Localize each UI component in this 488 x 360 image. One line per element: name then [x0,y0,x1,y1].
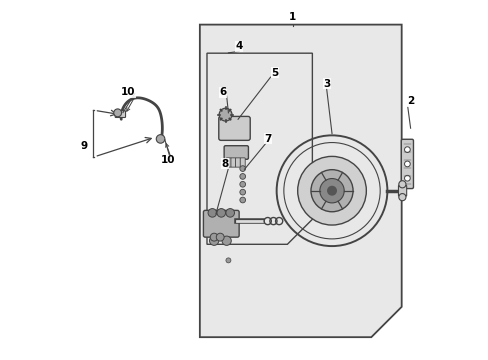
FancyBboxPatch shape [226,158,231,167]
FancyBboxPatch shape [235,158,240,167]
Circle shape [217,208,225,217]
Circle shape [240,174,245,179]
Circle shape [156,135,164,143]
Circle shape [225,258,230,263]
FancyBboxPatch shape [203,210,239,237]
Text: 6: 6 [219,87,226,98]
Circle shape [225,208,234,217]
FancyBboxPatch shape [240,158,244,167]
Circle shape [404,175,409,181]
FancyBboxPatch shape [230,158,235,167]
Circle shape [404,161,409,167]
Circle shape [216,233,224,241]
Text: 10: 10 [121,87,135,98]
Text: 10: 10 [160,156,175,165]
Circle shape [240,197,245,203]
Circle shape [240,189,245,195]
FancyBboxPatch shape [224,146,248,159]
Text: 8: 8 [221,159,228,169]
Circle shape [114,109,122,117]
FancyBboxPatch shape [401,139,413,189]
Text: 1: 1 [288,13,296,22]
Text: 2: 2 [406,96,413,107]
Circle shape [240,166,245,171]
Circle shape [297,156,366,225]
FancyBboxPatch shape [398,185,406,196]
Text: 4: 4 [235,41,243,51]
Polygon shape [200,24,401,337]
Text: 3: 3 [323,78,329,89]
Circle shape [398,181,405,188]
Circle shape [319,179,344,203]
FancyBboxPatch shape [115,111,125,117]
Circle shape [240,181,245,187]
FancyBboxPatch shape [218,116,250,140]
Circle shape [326,186,336,196]
Text: 7: 7 [264,134,271,144]
Text: 9: 9 [80,141,87,151]
Circle shape [207,208,216,217]
Circle shape [219,108,231,121]
Circle shape [404,147,409,153]
Circle shape [222,236,231,246]
Circle shape [209,236,218,246]
Circle shape [310,170,352,212]
Circle shape [398,194,405,201]
Circle shape [210,233,218,241]
Text: 5: 5 [271,68,278,78]
